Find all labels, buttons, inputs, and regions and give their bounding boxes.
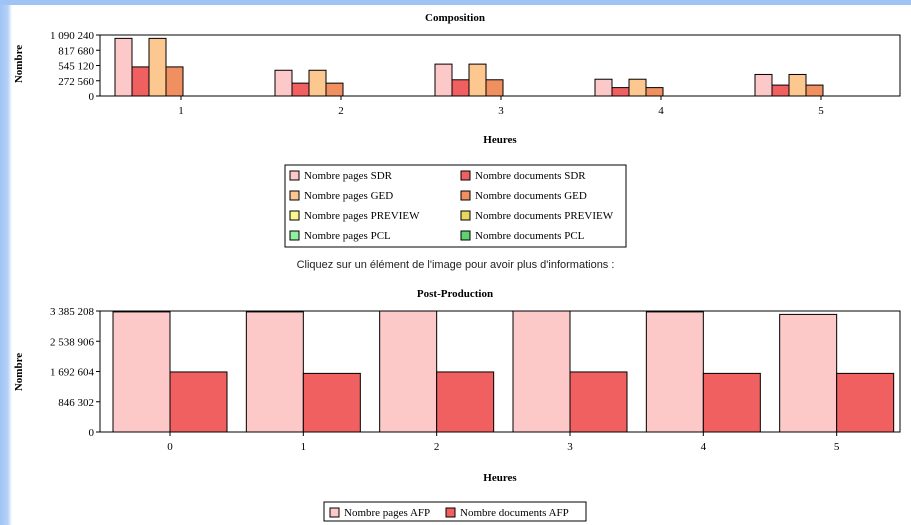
bar-nombre-pages-ged-3[interactable] xyxy=(468,63,487,97)
y-tick-label: 2 538 906 xyxy=(50,336,95,348)
bar-nombre-pages-ged-4[interactable] xyxy=(628,78,647,97)
legend-swatch xyxy=(460,210,471,221)
y-tick-label: 0 xyxy=(89,427,95,439)
bar-nombre-documents-sdr-5[interactable] xyxy=(771,84,790,97)
x-tick-label: 5 xyxy=(818,105,824,117)
x-tick-label: 3 xyxy=(498,105,504,117)
bar-nombre-documents-sdr-4[interactable] xyxy=(611,87,630,97)
chart1-title: Composition xyxy=(425,12,485,24)
x-tick-label: 4 xyxy=(658,105,664,117)
bar-nombre-pages-sdr-3[interactable] xyxy=(434,63,453,97)
bar-nombre-documents-afp-0[interactable] xyxy=(169,371,228,433)
y-tick-label: 545 120 xyxy=(58,61,94,73)
bar-nombre-documents-ged-3[interactable] xyxy=(485,79,504,97)
legend-label: Nombre pages PCL xyxy=(304,230,391,242)
bar-nombre-pages-afp-3[interactable] xyxy=(512,310,571,433)
bar-nombre-pages-ged-1[interactable] xyxy=(148,37,167,97)
legend-swatch xyxy=(460,170,471,181)
bar-nombre-documents-afp-1[interactable] xyxy=(302,372,361,433)
x-tick-label: 5 xyxy=(834,441,840,453)
chart2-xlabel: Heures xyxy=(483,472,517,484)
bar-nombre-documents-ged-1[interactable] xyxy=(165,66,184,97)
legend-label: Nombre documents AFP xyxy=(460,507,569,519)
bar-nombre-documents-sdr-3[interactable] xyxy=(451,79,470,97)
legend-label: Nombre pages PREVIEW xyxy=(304,210,420,222)
legend-swatch xyxy=(289,190,300,201)
chart2-title: Post-Production xyxy=(417,288,493,300)
x-tick-label: 0 xyxy=(167,441,173,453)
bar-nombre-documents-afp-5[interactable] xyxy=(836,372,895,433)
bar-nombre-pages-afp-5[interactable] xyxy=(779,313,838,433)
bar-nombre-pages-afp-1[interactable] xyxy=(245,311,304,433)
legend-label: Nombre pages SDR xyxy=(304,170,393,182)
legend-swatch xyxy=(445,507,456,518)
legend-label: Nombre documents SDR xyxy=(475,170,586,182)
y-tick-label: 817 680 xyxy=(58,45,94,57)
x-tick-label: 1 xyxy=(178,105,184,117)
bar-nombre-pages-ged-2[interactable] xyxy=(308,69,327,97)
y-tick-label: 0 xyxy=(89,91,95,103)
legend-swatch xyxy=(289,210,300,221)
x-tick-label: 2 xyxy=(338,105,344,117)
bar-nombre-pages-afp-2[interactable] xyxy=(379,310,438,433)
bar-nombre-pages-afp-4[interactable] xyxy=(645,311,704,433)
bar-nombre-pages-ged-5[interactable] xyxy=(788,73,807,97)
legend-label: Nombre documents PREVIEW xyxy=(475,210,614,222)
legend-label: Nombre documents GED xyxy=(475,190,587,202)
legend-swatch xyxy=(329,507,340,518)
legend-label: Nombre pages GED xyxy=(304,190,393,202)
x-tick-label: 1 xyxy=(301,441,307,453)
x-tick-label: 4 xyxy=(701,441,707,453)
y-tick-label: 1 090 240 xyxy=(50,30,95,42)
x-tick-label: 3 xyxy=(567,441,573,453)
bar-nombre-documents-sdr-2[interactable] xyxy=(291,82,310,97)
bar-nombre-documents-ged-4[interactable] xyxy=(645,87,664,97)
bar-nombre-pages-afp-0[interactable] xyxy=(112,311,171,433)
legend-swatch xyxy=(289,230,300,241)
chart2-ylabel: Nombre xyxy=(13,353,25,391)
legend-label: Nombre documents PCL xyxy=(475,230,585,242)
legend-swatch xyxy=(460,230,471,241)
bar-nombre-documents-ged-5[interactable] xyxy=(805,84,824,97)
y-tick-label: 272 560 xyxy=(58,76,94,88)
legend-swatch xyxy=(289,170,300,181)
chart1-xlabel: Heures xyxy=(483,134,517,146)
bar-nombre-pages-sdr-4[interactable] xyxy=(594,78,613,97)
bar-nombre-pages-sdr-5[interactable] xyxy=(754,73,773,97)
instruction-text: Cliquez sur un élément de l'image pour a… xyxy=(296,259,615,271)
bar-nombre-documents-sdr-1[interactable] xyxy=(131,66,150,97)
bar-nombre-pages-sdr-2[interactable] xyxy=(274,69,293,97)
chart1-legend: Nombre pages SDR Nombre documents SDR Nomb… xyxy=(284,164,627,248)
legend-label: Nombre pages AFP xyxy=(344,507,430,519)
y-tick-label: 846 302 xyxy=(58,397,94,409)
x-tick-label: 2 xyxy=(434,441,440,453)
y-tick-label: 1 692 604 xyxy=(50,367,95,379)
top-border xyxy=(0,0,911,5)
y-tick-label: 3 385 208 xyxy=(50,306,95,318)
bar-nombre-pages-sdr-1[interactable] xyxy=(114,37,133,97)
bar-nombre-documents-afp-3[interactable] xyxy=(569,371,628,433)
bar-nombre-documents-afp-4[interactable] xyxy=(702,372,761,433)
bar-nombre-documents-ged-2[interactable] xyxy=(325,82,344,97)
chart1-ylabel: Nombre xyxy=(13,45,25,83)
chart2-legend: Nombre pages AFP Nombre documents AFP xyxy=(323,501,587,522)
legend-swatch xyxy=(460,190,471,201)
bar-nombre-documents-afp-2[interactable] xyxy=(436,371,495,433)
